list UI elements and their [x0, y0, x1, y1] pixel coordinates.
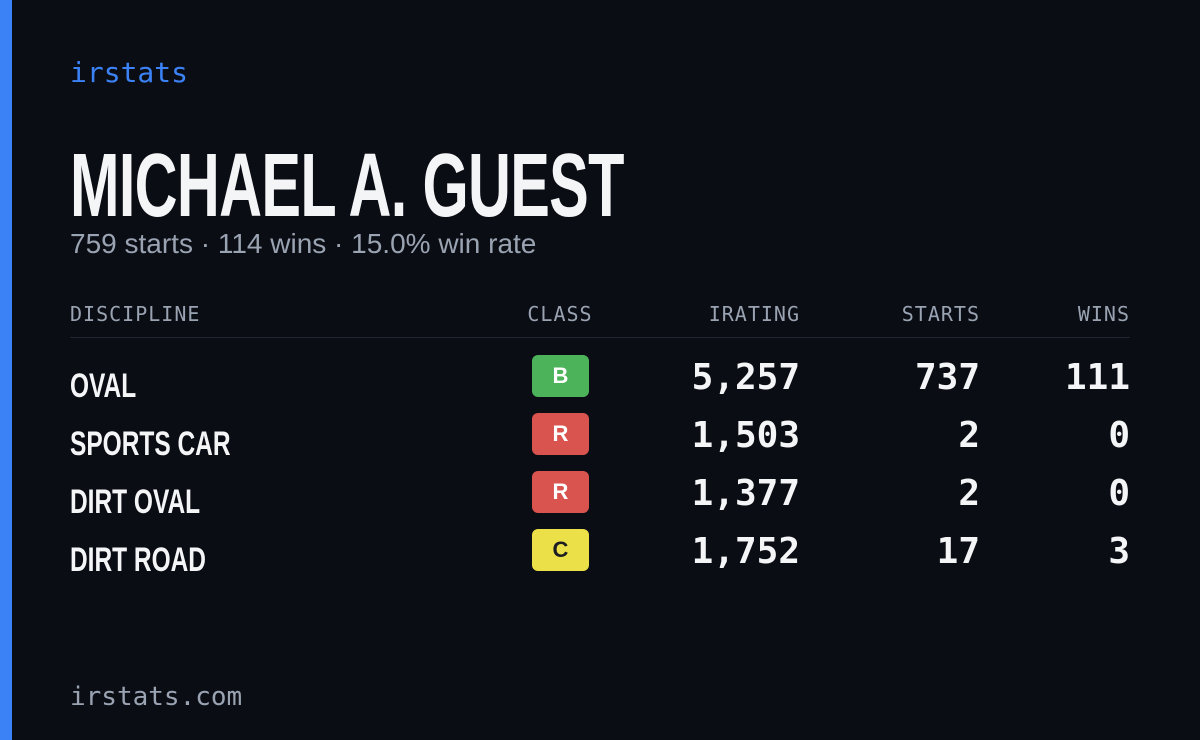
- wins-value: 111: [1064, 357, 1130, 398]
- discipline-label: DIRT ROAD: [70, 541, 207, 579]
- column-header: WINS: [1077, 302, 1130, 326]
- accent-bar: [0, 0, 12, 740]
- column-header: DISCIPLINE: [70, 302, 201, 326]
- summary: 759 starts · 114 wins · 15.0% win rate: [70, 228, 537, 259]
- brand: irstats: [70, 56, 189, 89]
- wins-value: 0: [1108, 473, 1130, 514]
- column-header: IRATING: [708, 302, 800, 326]
- irating-value: 1,752: [691, 531, 800, 572]
- discipline-label: OVAL: [70, 367, 137, 405]
- column-header: STARTS: [901, 302, 980, 326]
- driver-name: MICHAEL A. GUEST: [70, 136, 624, 236]
- header-rule: [70, 337, 1130, 338]
- wins-value: 3: [1108, 531, 1130, 572]
- starts-value: 17: [936, 531, 980, 572]
- irating-value: 5,257: [691, 357, 800, 398]
- starts-value: 737: [914, 357, 980, 398]
- footer-site: irstats.com: [70, 682, 243, 712]
- starts-value: 2: [958, 415, 980, 456]
- class-badge: C: [532, 529, 589, 571]
- irating-value: 1,377: [691, 473, 800, 514]
- class-badge: B: [532, 355, 589, 397]
- discipline-label: DIRT OVAL: [70, 483, 201, 521]
- wins-value: 0: [1108, 415, 1130, 456]
- discipline-label: SPORTS CAR: [70, 425, 231, 463]
- class-badge: R: [532, 413, 589, 455]
- column-header: CLASS: [527, 302, 593, 326]
- starts-value: 2: [958, 473, 980, 514]
- class-badge: R: [532, 471, 589, 513]
- irating-value: 1,503: [691, 415, 800, 456]
